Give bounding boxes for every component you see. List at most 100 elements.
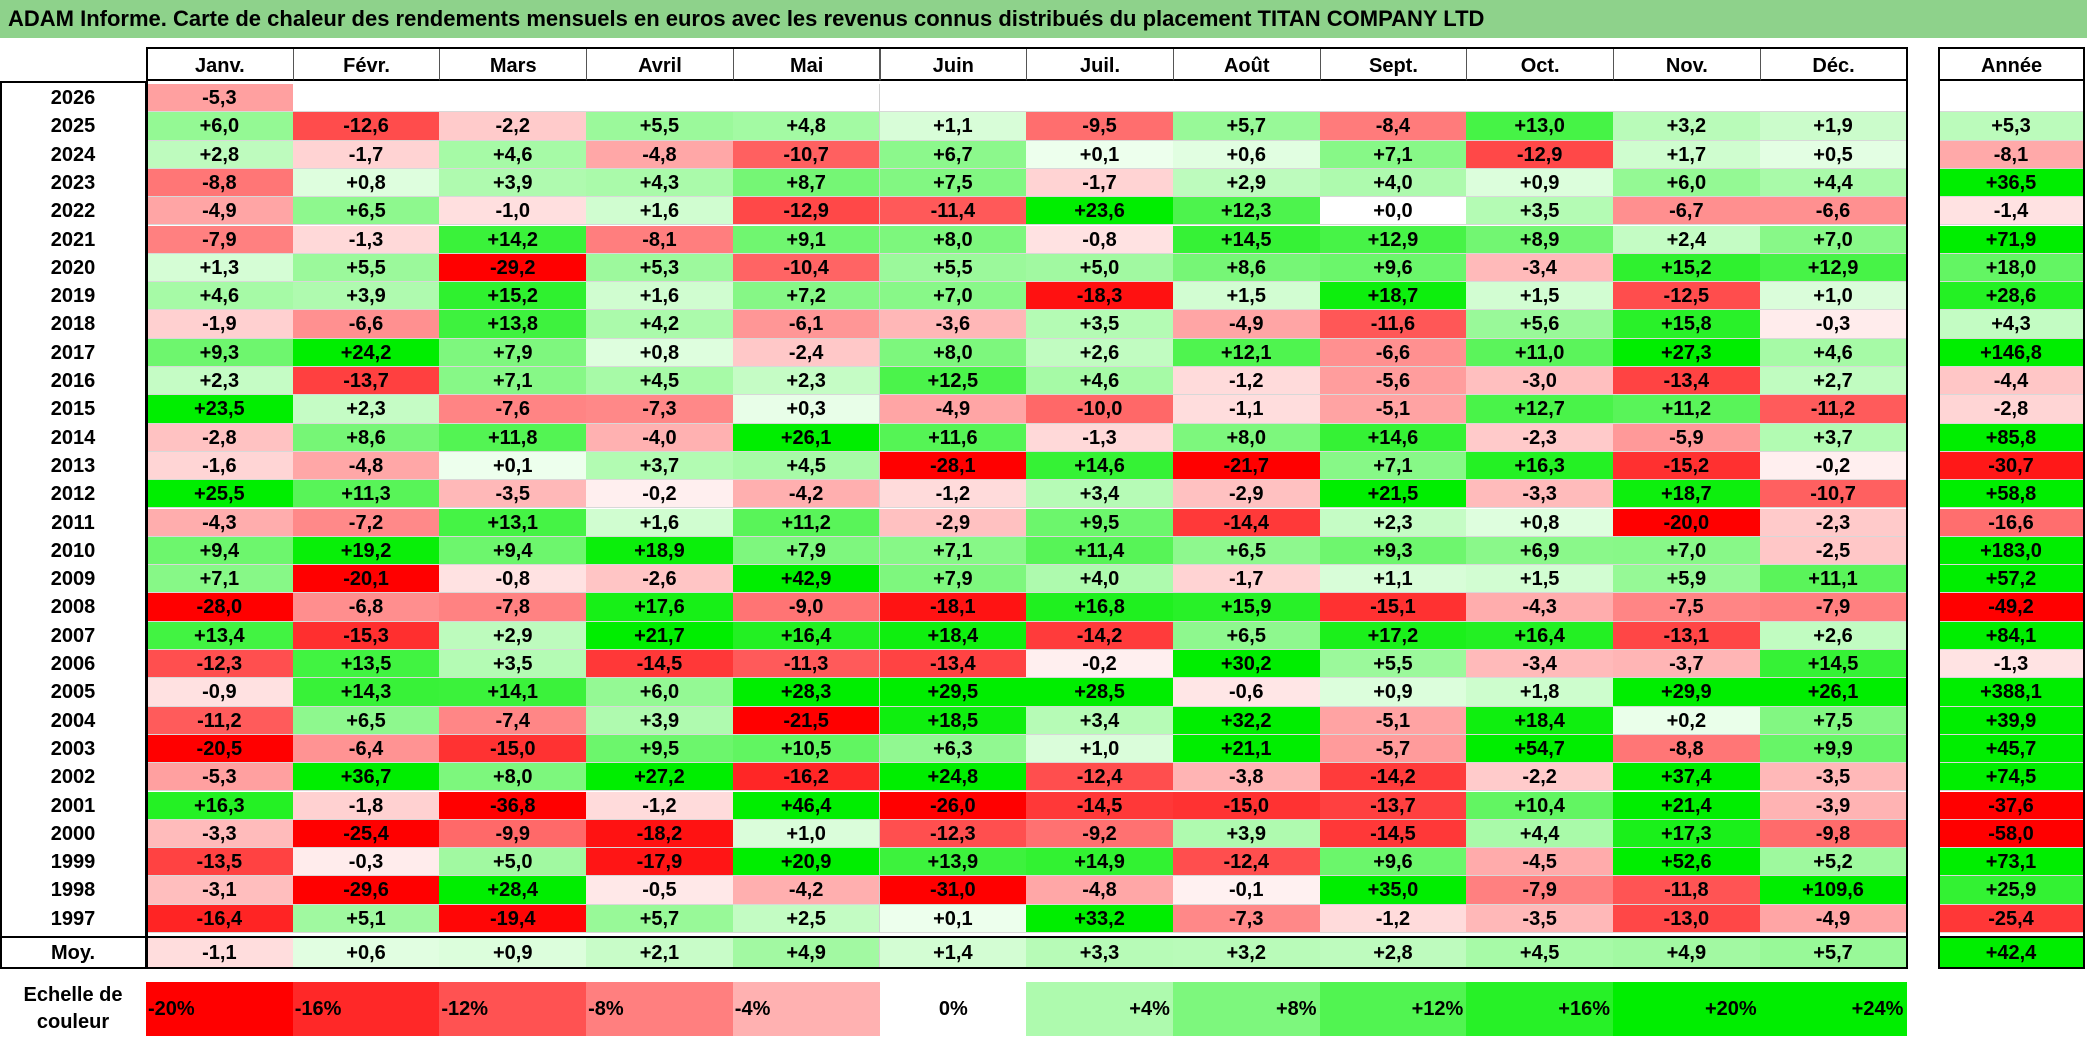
heatmap-cell: +12,5 [879, 367, 1028, 396]
year-label: 2003 [0, 734, 146, 764]
year-label: 2000 [0, 819, 146, 849]
heatmap-cell: +21,4 [1613, 791, 1761, 820]
average-label: Moy. [0, 937, 146, 969]
heatmap-cell: +14,6 [1026, 451, 1174, 481]
heatmap-cell: +2,6 [1026, 338, 1174, 367]
heatmap-cell: +11,8 [439, 423, 588, 452]
annual-cell: +5,3 [1938, 112, 2085, 141]
heatmap-cell: +0,9 [1466, 168, 1614, 198]
heatmap-cell: -19,4 [439, 904, 588, 933]
month-header: Avril [586, 47, 734, 81]
heatmap-cell: -14,2 [1026, 621, 1174, 650]
heatmap-cell: -4,3 [146, 508, 294, 537]
heatmap-cell: -14,5 [1319, 819, 1468, 849]
heatmap-cell: +1,3 [146, 253, 294, 283]
heatmap-cell: -15,2 [1613, 451, 1761, 481]
heatmap-cell: -20,5 [146, 734, 294, 764]
heatmap-cell: -4,9 [1172, 310, 1321, 339]
average-cell: +3,2 [1172, 937, 1321, 969]
heatmap-cell: -7,8 [439, 593, 588, 622]
heatmap-cell: -12,9 [1466, 140, 1614, 169]
annual-cell: -4,4 [1938, 367, 2085, 396]
heatmap-cell: -2,2 [439, 112, 588, 141]
year-label: 1998 [0, 876, 146, 905]
heatmap-cell: -8,1 [586, 225, 734, 254]
heatmap-cell: -12,5 [1613, 282, 1761, 311]
heatmap-cell: -5,7 [1319, 734, 1468, 764]
heatmap-cell: -1,0 [439, 197, 588, 226]
heatmap-cell: -1,2 [586, 791, 734, 820]
heatmap-cell: +7,9 [732, 536, 881, 566]
heatmap-cell: -3,0 [1466, 367, 1614, 396]
heatmap-cell: -5,6 [1319, 367, 1468, 396]
heatmap-cell: -0,8 [1026, 225, 1174, 254]
annual-cell: +58,8 [1938, 480, 2085, 509]
heatmap-cell: +0,8 [292, 168, 441, 198]
heatmap-cell: +16,4 [732, 621, 881, 650]
average-annual-cell: +42,4 [1938, 937, 2085, 969]
heatmap-cell: +26,1 [1759, 678, 1908, 707]
month-header: Déc. [1759, 47, 1908, 81]
heatmap-cell: +16,3 [1466, 451, 1614, 481]
heatmap-cell: -14,2 [1319, 763, 1468, 792]
heatmap-cell: +4,0 [1319, 168, 1468, 198]
year-label: 2018 [0, 310, 146, 339]
heatmap-cell: -2,3 [1466, 423, 1614, 452]
heatmap-cell: +0,9 [1319, 678, 1468, 707]
heatmap-cell: -0,3 [292, 848, 441, 877]
heatmap-cell: +27,3 [1613, 338, 1761, 367]
heatmap-cell: -0,8 [439, 565, 588, 594]
heatmap-cell: -9,9 [439, 819, 588, 849]
annual-cell: -2,8 [1938, 395, 2085, 424]
heatmap-cell: -26,0 [879, 791, 1028, 820]
month-header: Mars [439, 47, 588, 81]
heatmap-cell: -12,3 [146, 650, 294, 679]
heatmap-cell: +7,1 [1319, 140, 1468, 169]
heatmap-cell: -21,5 [732, 706, 881, 735]
heatmap-cell: +2,3 [732, 367, 881, 396]
heatmap-cell: +6,0 [146, 112, 294, 141]
heatmap-cell: +7,5 [879, 168, 1028, 198]
heatmap-cell: +13,0 [1466, 112, 1614, 141]
heatmap-cell: -15,0 [439, 734, 588, 764]
heatmap-cell: +21,1 [1172, 734, 1321, 764]
heatmap-cell: -18,1 [879, 593, 1028, 622]
average-cell: +2,8 [1319, 937, 1468, 969]
heatmap-cell: -8,8 [1613, 734, 1761, 764]
heatmap-cell: -3,3 [146, 819, 294, 849]
annual-cell: -8,1 [1938, 140, 2085, 169]
heatmap-cell [439, 84, 588, 113]
heatmap-cell: +28,4 [439, 876, 588, 905]
heatmap-cell: -3,4 [1466, 650, 1614, 679]
annual-cell: -25,4 [1938, 904, 2085, 933]
heatmap-cell: -4,2 [732, 480, 881, 509]
color-scale-swatch: +24% [1759, 982, 1908, 1036]
heatmap-cell: +15,2 [439, 282, 588, 311]
heatmap-cell: +2,6 [1759, 621, 1908, 650]
heatmap-cell: +46,4 [732, 791, 881, 820]
heatmap-cell [1759, 84, 1908, 113]
heatmap-cell: +2,9 [439, 621, 588, 650]
year-label: 2007 [0, 621, 146, 650]
heatmap-cell: -0,2 [586, 480, 734, 509]
color-scale-swatch: +4% [1026, 982, 1174, 1036]
heatmap-cell: +32,2 [1172, 706, 1321, 735]
heatmap-cell: +7,0 [1613, 536, 1761, 566]
year-label: 2005 [0, 678, 146, 707]
annual-cell: +146,8 [1938, 338, 2085, 367]
heatmap-cell: -11,2 [146, 706, 294, 735]
heatmap-cell: +8,6 [292, 423, 441, 452]
heatmap-cell: -16,2 [732, 763, 881, 792]
annual-cell: +45,7 [1938, 734, 2085, 764]
heatmap-cell: -7,2 [292, 508, 441, 537]
heatmap-cell: -12,4 [1172, 848, 1321, 877]
heatmap-cell [1172, 84, 1321, 113]
heatmap-cell: +3,5 [1026, 310, 1174, 339]
heatmap-cell: -2,9 [879, 508, 1028, 537]
heatmap-cell: -7,4 [439, 706, 588, 735]
heatmap-cell: -1,2 [879, 480, 1028, 509]
heatmap-cell: +7,5 [1759, 706, 1908, 735]
average-separator-annual [1938, 936, 2085, 938]
heatmap-cell: +13,4 [146, 621, 294, 650]
